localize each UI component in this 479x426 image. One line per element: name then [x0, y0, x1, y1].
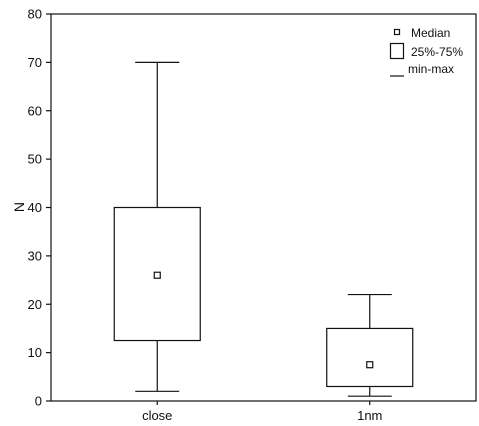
- iqr-box: [326, 327, 414, 388]
- y-tick-label: 20: [28, 297, 42, 312]
- y-tick-label: 0: [35, 394, 42, 409]
- y-tick-label: 70: [28, 55, 42, 70]
- y-axis: 0 10 20 30 40 50 60 70 80: [28, 7, 51, 409]
- y-tick-label: 10: [28, 345, 42, 360]
- legend-whisker-label: min-max: [408, 62, 454, 76]
- box-series: [113, 61, 414, 397]
- y-tick-label: 50: [28, 152, 42, 167]
- x-axis: close 1nm: [142, 401, 382, 423]
- x-tick-label: 1nm: [357, 408, 382, 423]
- y-axis-title: N: [11, 202, 27, 212]
- legend-box-marker: [389, 42, 405, 60]
- median-marker: [366, 361, 374, 369]
- y-tick-label: 80: [28, 7, 42, 22]
- x-tick-label: close: [142, 408, 172, 423]
- legend: Median 25%-75% min-max: [389, 26, 463, 77]
- y-tick-label: 30: [28, 248, 42, 263]
- box-1nm: [326, 293, 414, 397]
- legend-median-label: Median: [411, 26, 450, 40]
- y-tick-label: 40: [28, 200, 42, 215]
- legend-median-marker: [393, 28, 401, 36]
- legend-box-label: 25%-75%: [411, 45, 463, 59]
- y-tick-label: 60: [28, 103, 42, 118]
- median-marker: [153, 271, 161, 279]
- box-close: [113, 61, 201, 392]
